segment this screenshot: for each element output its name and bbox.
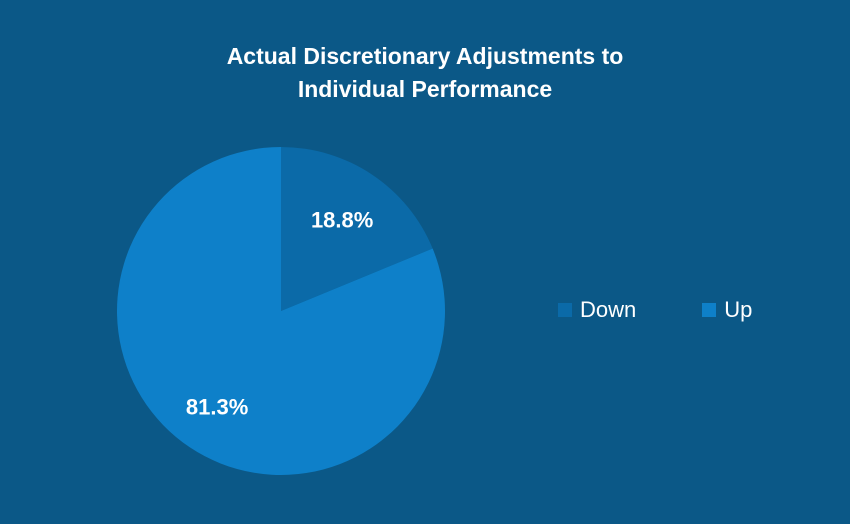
- pie-slice-down: [281, 147, 433, 311]
- chart-legend: Down Up: [558, 297, 752, 323]
- legend-item-down: Down: [558, 297, 636, 323]
- legend-swatch-down: [558, 303, 572, 317]
- legend-label-down: Down: [580, 297, 637, 322]
- legend-item-up: Up: [702, 297, 752, 323]
- data-label-up: 81.3%: [186, 394, 248, 419]
- chart-title: Actual Discretionary Adjustments to Indi…: [0, 40, 850, 106]
- pie-slice-up: [116, 147, 445, 475]
- chart-title-line-1: Actual Discretionary Adjustments to: [226, 43, 624, 69]
- legend-label-up: Up: [724, 297, 753, 322]
- chart-title-line-2: Individual Performance: [297, 76, 553, 102]
- data-label-down: 18.8%: [311, 208, 373, 233]
- legend-swatch-up: [702, 303, 717, 317]
